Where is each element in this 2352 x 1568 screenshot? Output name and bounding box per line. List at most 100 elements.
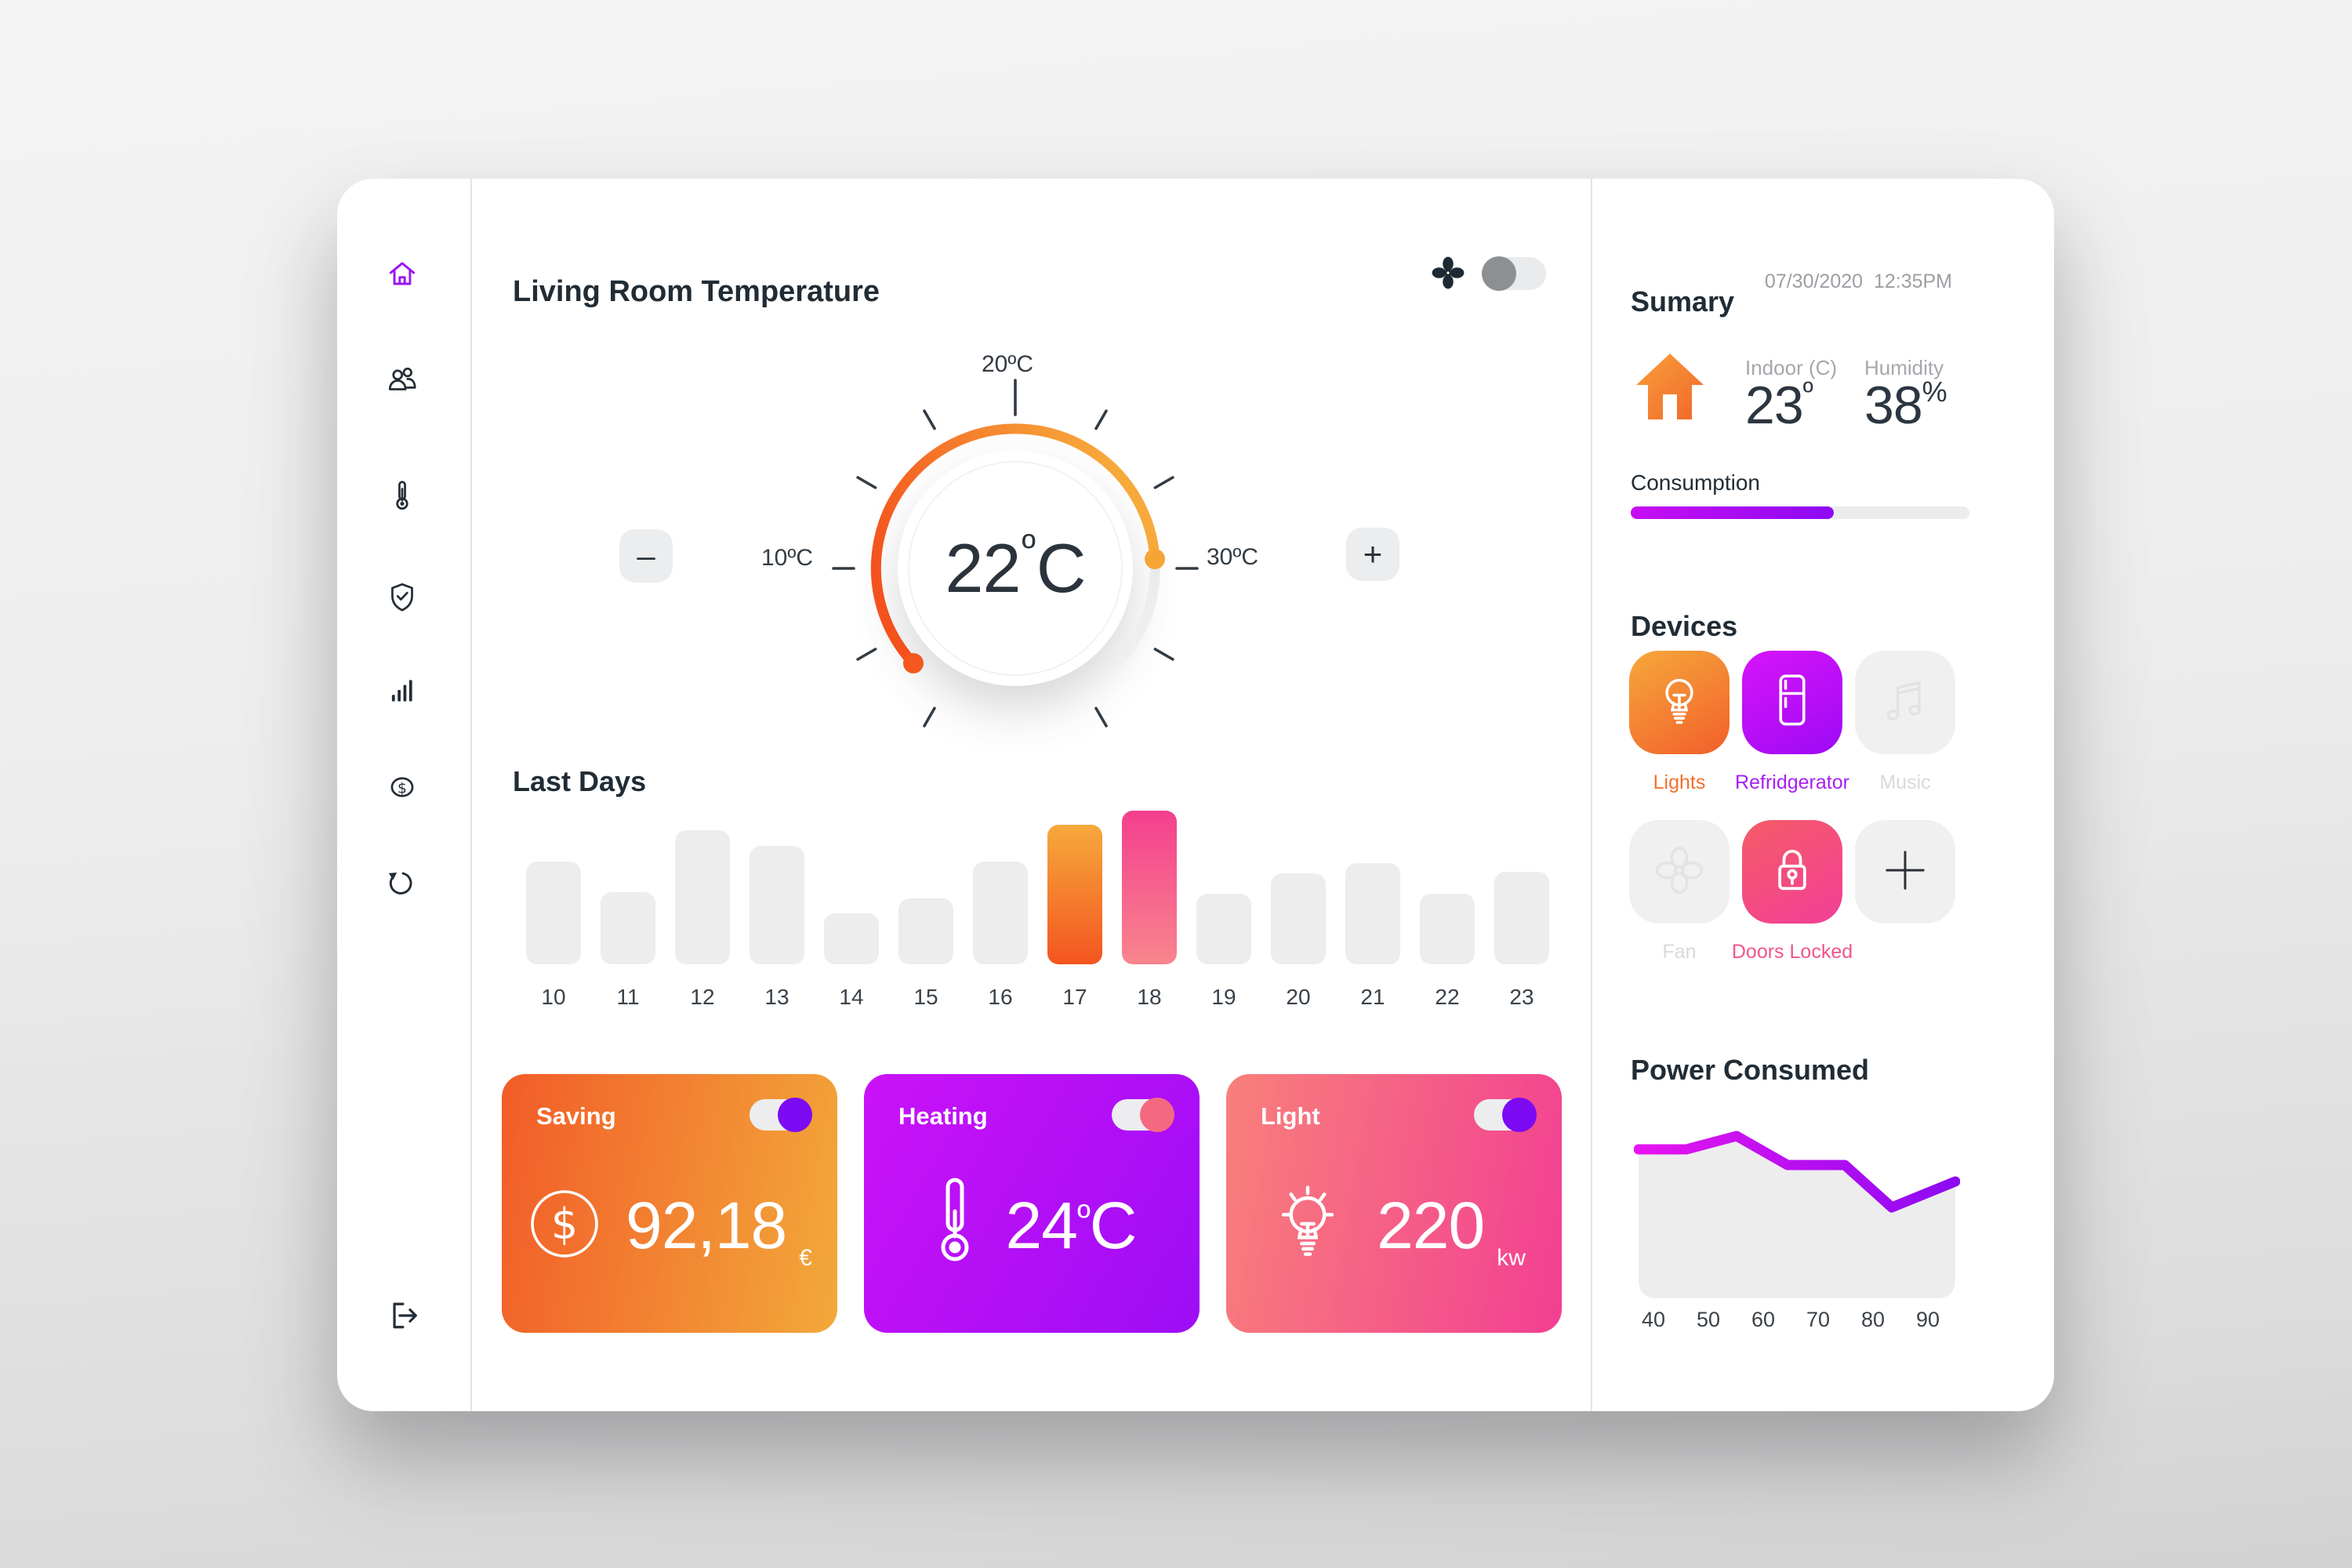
bar-axis-label: 14: [839, 985, 864, 1009]
thermostat-dial-face: [898, 451, 1133, 686]
power-chart-area: [1639, 1136, 1955, 1298]
house-icon: [1636, 354, 1704, 419]
smart-home-app-window: $ Living Room Temperature: [337, 179, 2054, 1411]
bar-day-17: [1047, 825, 1102, 964]
bar-day-15: [898, 898, 953, 964]
fan-icon: [1650, 840, 1709, 904]
bar-day-11: [601, 892, 655, 964]
device-tile-refrigerator[interactable]: [1742, 651, 1842, 754]
sidebar-divider: [470, 179, 472, 1411]
bar-axis-label: 20: [1286, 985, 1311, 1009]
sidebar-item-users[interactable]: [384, 362, 420, 398]
light-card[interactable]: Light 220 kw: [1226, 1074, 1562, 1333]
power-chart-axis-labels: 40 50 60 70 80 90: [1635, 1308, 1946, 1332]
heating-value: 24ºC: [1005, 1188, 1138, 1262]
bar-axis-label: 18: [1137, 985, 1162, 1009]
device-tile-doors-locked[interactable]: [1742, 820, 1842, 924]
add-device-button[interactable]: [1855, 820, 1955, 924]
last-days-bar-chart: [526, 806, 1549, 964]
bar-day-22: [1420, 894, 1475, 964]
device-tile-music[interactable]: [1855, 651, 1955, 754]
bar-day-10: [526, 862, 581, 964]
heating-card-title: Heating: [898, 1102, 988, 1130]
consumption-progress-fill: [1631, 506, 1835, 519]
light-unit: kw: [1497, 1245, 1526, 1271]
bar-axis-label: 13: [764, 985, 789, 1009]
device-tile-lights[interactable]: [1629, 651, 1730, 754]
fan-toggle-knob: [1482, 256, 1516, 291]
bar-axis-label: 22: [1435, 985, 1460, 1009]
light-bulb-icon: [1262, 1178, 1353, 1273]
refresh-icon: [384, 872, 420, 906]
bar-axis-label: 12: [690, 985, 715, 1009]
fan-toggle[interactable]: [1482, 256, 1546, 291]
summary-divider: [1591, 179, 1592, 1411]
heating-toggle[interactable]: [1112, 1098, 1174, 1132]
bar-day-16: [973, 862, 1028, 964]
home-icon: [384, 262, 420, 296]
sidebar-item-security[interactable]: [384, 579, 420, 615]
light-toggle-knob: [1502, 1098, 1537, 1132]
last-days-axis-labels: 10 11 12 13 14 15 16 17 18 19 20 21 22 23: [526, 985, 1549, 1010]
sidebar-item-thermostat[interactable]: [384, 477, 420, 514]
bar-day-18: [1122, 811, 1177, 964]
bar-axis-label: 17: [1062, 985, 1087, 1009]
dial-arc-start-dot[interactable]: [903, 653, 924, 673]
sidebar-item-history[interactable]: [384, 866, 420, 902]
bar-day-20: [1271, 873, 1326, 964]
humidity-value: 38%: [1864, 376, 1947, 435]
dial-arc-end-dot[interactable]: [1145, 549, 1165, 569]
plus-icon: [1875, 840, 1935, 904]
page-title: Living Room Temperature: [513, 275, 880, 309]
bar-day-12: [675, 830, 730, 964]
bar-day-14: [824, 913, 879, 964]
bar-day-19: [1196, 894, 1251, 964]
heating-card[interactable]: Heating 24ºC: [864, 1074, 1200, 1333]
devices-title: Devices: [1631, 609, 1738, 642]
thermostat-dial-arc[interactable]: [796, 349, 1235, 788]
light-toggle[interactable]: [1474, 1098, 1537, 1132]
bar-axis-label: 11: [616, 985, 640, 1009]
heating-toggle-knob: [1140, 1098, 1174, 1132]
power-consumed-title: Power Consumed: [1631, 1053, 1870, 1086]
bar-axis-label: 15: [913, 985, 938, 1009]
saving-unit: €: [799, 1245, 812, 1271]
bar-axis-label: 23: [1509, 985, 1534, 1009]
padlock-icon: [1762, 840, 1822, 904]
users-icon: [384, 367, 420, 401]
bar-axis-label: 19: [1211, 985, 1236, 1009]
saving-toggle[interactable]: [750, 1098, 812, 1132]
bar-day-21: [1345, 863, 1400, 964]
device-tile-fan[interactable]: [1629, 820, 1730, 924]
dial-label-20c: 20ºC: [982, 351, 1033, 377]
music-note-icon: [1875, 671, 1935, 735]
temperature-increase-button[interactable]: +: [1346, 528, 1399, 581]
power-axis-label: 90: [1915, 1308, 1940, 1331]
device-label-lights: Lights: [1653, 771, 1706, 793]
current-temperature: 22 º C: [945, 527, 1087, 608]
sidebar-item-billing[interactable]: $: [384, 769, 420, 805]
power-consumed-chart: [1634, 1131, 1960, 1298]
stats-bars-icon: [384, 680, 420, 712]
sidebar-item-logout[interactable]: [384, 1296, 423, 1335]
humidity-label: Humidity: [1864, 356, 1944, 379]
svg-text:$: $: [551, 1200, 578, 1249]
sidebar-item-home[interactable]: [384, 256, 420, 292]
bar-axis-label: 21: [1360, 985, 1385, 1009]
device-label-doors-locked: Doors Locked: [1731, 941, 1853, 963]
svg-text:$: $: [397, 780, 407, 797]
last-days-title: Last Days: [513, 764, 647, 797]
dial-inner-ring: [908, 461, 1123, 676]
temperature-decrease-button[interactable]: –: [619, 529, 673, 583]
summary-title: Sumary: [1631, 285, 1735, 318]
dial-label-10c: 10ºC: [761, 545, 813, 571]
power-axis-label: 60: [1751, 1308, 1776, 1331]
thermometer-icon: [927, 1175, 982, 1276]
device-label-music: Music: [1879, 771, 1931, 793]
bar-day-23: [1494, 872, 1549, 964]
dollar-circle-icon: $: [384, 777, 420, 808]
bar-axis-label: 16: [988, 985, 1013, 1009]
device-label-fan: Fan: [1662, 941, 1697, 963]
saving-card[interactable]: Saving $ 92,18 €: [502, 1074, 837, 1333]
sidebar-item-statistics[interactable]: [384, 673, 420, 709]
